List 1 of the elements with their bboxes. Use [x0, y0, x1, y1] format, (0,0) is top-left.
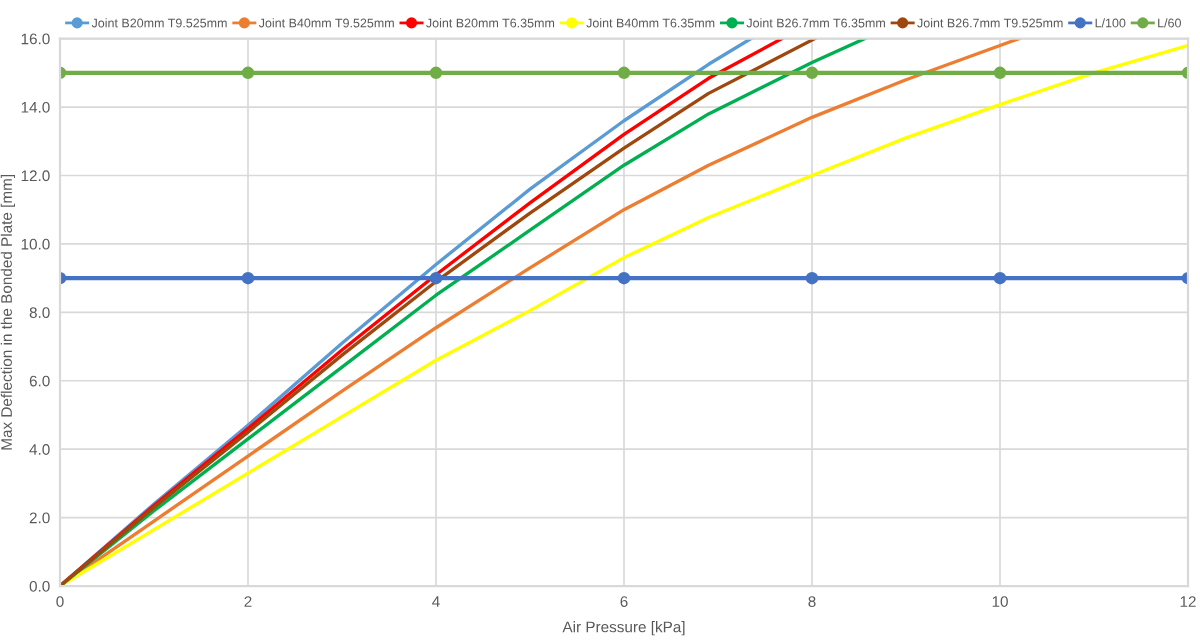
- line-series: [60, 43, 1188, 587]
